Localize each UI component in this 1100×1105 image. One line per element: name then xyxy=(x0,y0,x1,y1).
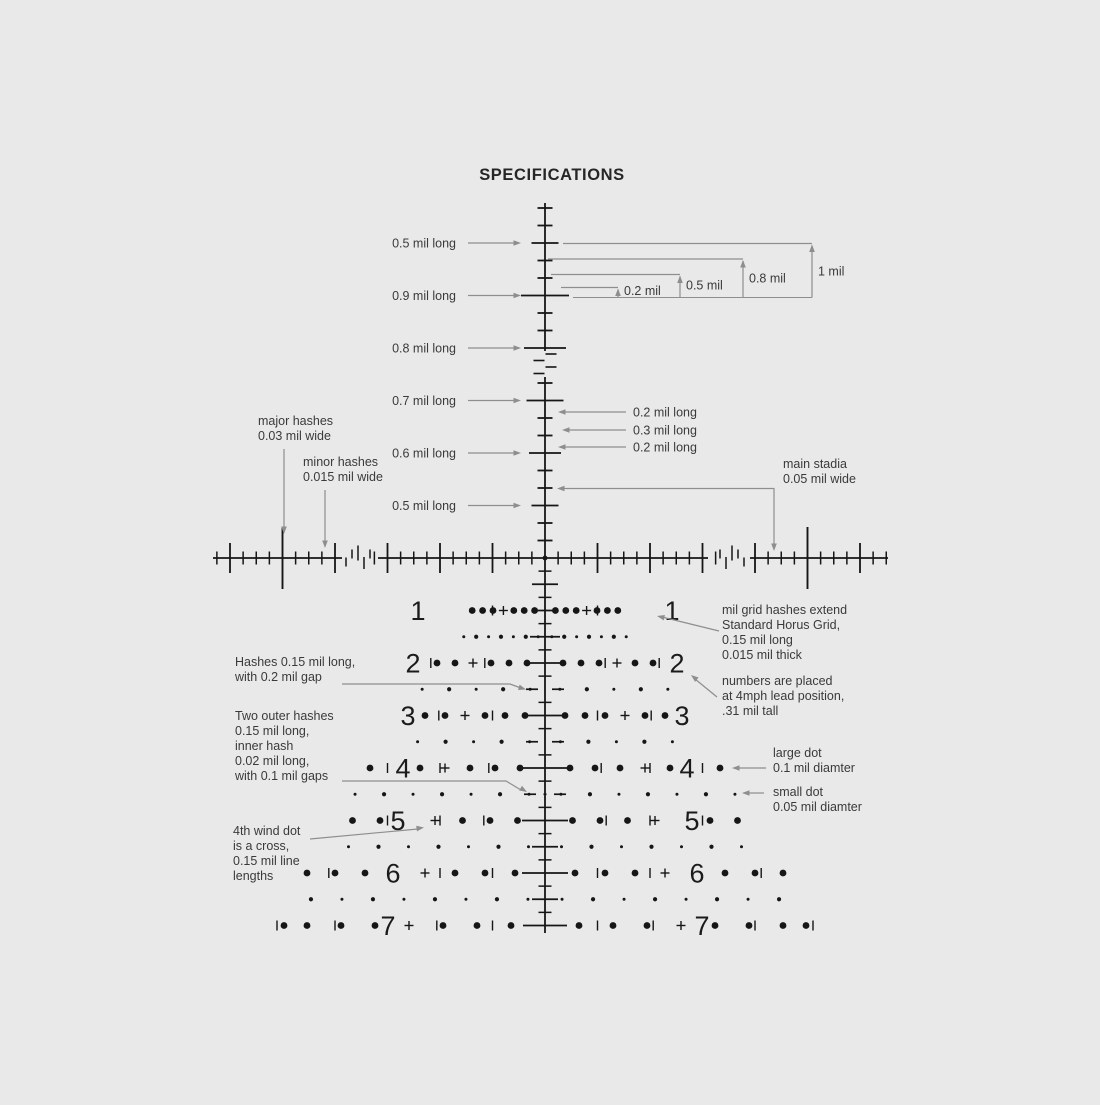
annotation-minor-hashes-line-0: minor hashes xyxy=(303,455,378,469)
left-hash-label-2: 0.8 mil long xyxy=(392,342,456,356)
annotation-mil-grid-line-3: 0.015 mil thick xyxy=(722,648,803,662)
label-text: SPECIFICATIONS xyxy=(479,166,625,184)
row-number-1-right: 1 xyxy=(664,596,679,626)
left-hash-label-4: 0.6 mil long xyxy=(392,447,456,461)
page-title: SPECIFICATIONS xyxy=(479,166,625,184)
annotation-small-dot-line-0: small dot xyxy=(773,785,824,799)
row-number-6-right: 6 xyxy=(689,859,704,889)
annotation-mil-grid-line-2: 0.15 mil long xyxy=(722,633,793,647)
right-hash-label-1: 0.3 mil long xyxy=(633,424,697,438)
left-hash-labels: 0.5 mil long 0.9 mil long 0.8 mil long 0.7 … xyxy=(392,237,521,513)
row-number-3-left: 3 xyxy=(400,701,415,731)
row-number-1-left: 1 xyxy=(410,596,425,626)
dimension-bracket: 0.2 mil 0.5 mil 0.8 mil 1 mil xyxy=(548,242,844,299)
row-number-5-left: 5 xyxy=(390,806,405,836)
crosshair-vertical xyxy=(521,203,569,933)
row-number-2-left: 2 xyxy=(405,649,420,679)
row-number-7-left: 7 xyxy=(380,911,395,941)
row-number-7-right: 7 xyxy=(694,911,709,941)
annotation-mil-grid-line-1: Standard Horus Grid, xyxy=(722,618,840,632)
left-hash-label-0: 0.5 mil long xyxy=(392,237,456,251)
row-number-5-right: 5 xyxy=(684,806,699,836)
row-number-6-left: 6 xyxy=(385,859,400,889)
annotation-two-outer-line-1: 0.15 mil long, xyxy=(235,724,309,738)
left-hash-label-3: 0.7 mil long xyxy=(392,394,456,408)
annotation-hashes-gap-line-1: with 0.2 mil gap xyxy=(234,670,322,684)
annotation-large-dot-line-1: 0.1 mil diamter xyxy=(773,761,855,775)
annotation-major-hashes-line-1: 0.03 mil wide xyxy=(258,429,331,443)
annotation-two-outer-line-3: 0.02 mil long, xyxy=(235,754,309,768)
bracket-label-3: 1 mil xyxy=(818,265,844,279)
row-number-4-right: 4 xyxy=(679,754,694,784)
annotation-wind-dot-cross-line-1: is a cross, xyxy=(233,839,289,853)
row-number-3-right: 3 xyxy=(674,701,689,731)
annotation-main-stadia-line-0: main stadia xyxy=(783,457,847,471)
bracket-label-0: 0.2 mil xyxy=(624,284,661,298)
annotation-hashes-gap-line-0: Hashes 0.15 mil long, xyxy=(235,655,355,669)
right-hash-label-2: 0.2 mil long xyxy=(633,441,697,455)
row-number-2-right: 2 xyxy=(669,649,684,679)
annotation-numbers-placed-line-1: at 4mph lead position, xyxy=(722,689,844,703)
right-hash-labels: 0.2 mil long 0.3 mil long 0.2 mil long xyxy=(558,406,697,455)
annotation-numbers-placed-line-2: .31 mil tall xyxy=(722,704,778,718)
annotation-small-dot-line-1: 0.05 mil diamter xyxy=(773,800,862,814)
annotation-mil-grid-line-0: mil grid hashes extend xyxy=(722,603,847,617)
row-number-4-left: 4 xyxy=(395,754,410,784)
bracket-label-1: 0.5 mil xyxy=(686,279,723,293)
bracket-label-2: 0.8 mil xyxy=(749,272,786,286)
annotation-hashes-gap: Hashes 0.15 mil long,with 0.2 mil gap xyxy=(234,655,526,690)
annotation-two-outer-line-2: inner hash xyxy=(235,739,293,753)
vertical-subhashes-top xyxy=(532,570,558,599)
annotation-large-dot-line-0: large dot xyxy=(773,746,822,760)
left-hash-label-1: 0.9 mil long xyxy=(392,289,456,303)
left-hash-label-5: 0.5 mil long xyxy=(392,499,456,513)
annotation-main-stadia-line-1: 0.05 mil wide xyxy=(783,472,856,486)
annotation-numbers-placed-line-0: numbers are placed xyxy=(722,674,833,688)
annotation-minor-hashes-line-1: 0.015 mil wide xyxy=(303,470,383,484)
right-hash-label-0: 0.2 mil long xyxy=(633,406,697,420)
annotation-wind-dot-cross-line-3: lengths xyxy=(233,869,273,883)
annotation-two-outer-line-4: with 0.1 mil gaps xyxy=(234,769,328,783)
annotation-wind-dot-cross-line-0: 4th wind dot xyxy=(233,824,301,838)
annotation-wind-dot-cross-line-2: 0.15 mil line xyxy=(233,854,300,868)
annotation-two-outer-line-0: Two outer hashes xyxy=(235,709,334,723)
stadia-horizontal xyxy=(213,527,888,589)
annotation-major-hashes-line-0: major hashes xyxy=(258,414,333,428)
